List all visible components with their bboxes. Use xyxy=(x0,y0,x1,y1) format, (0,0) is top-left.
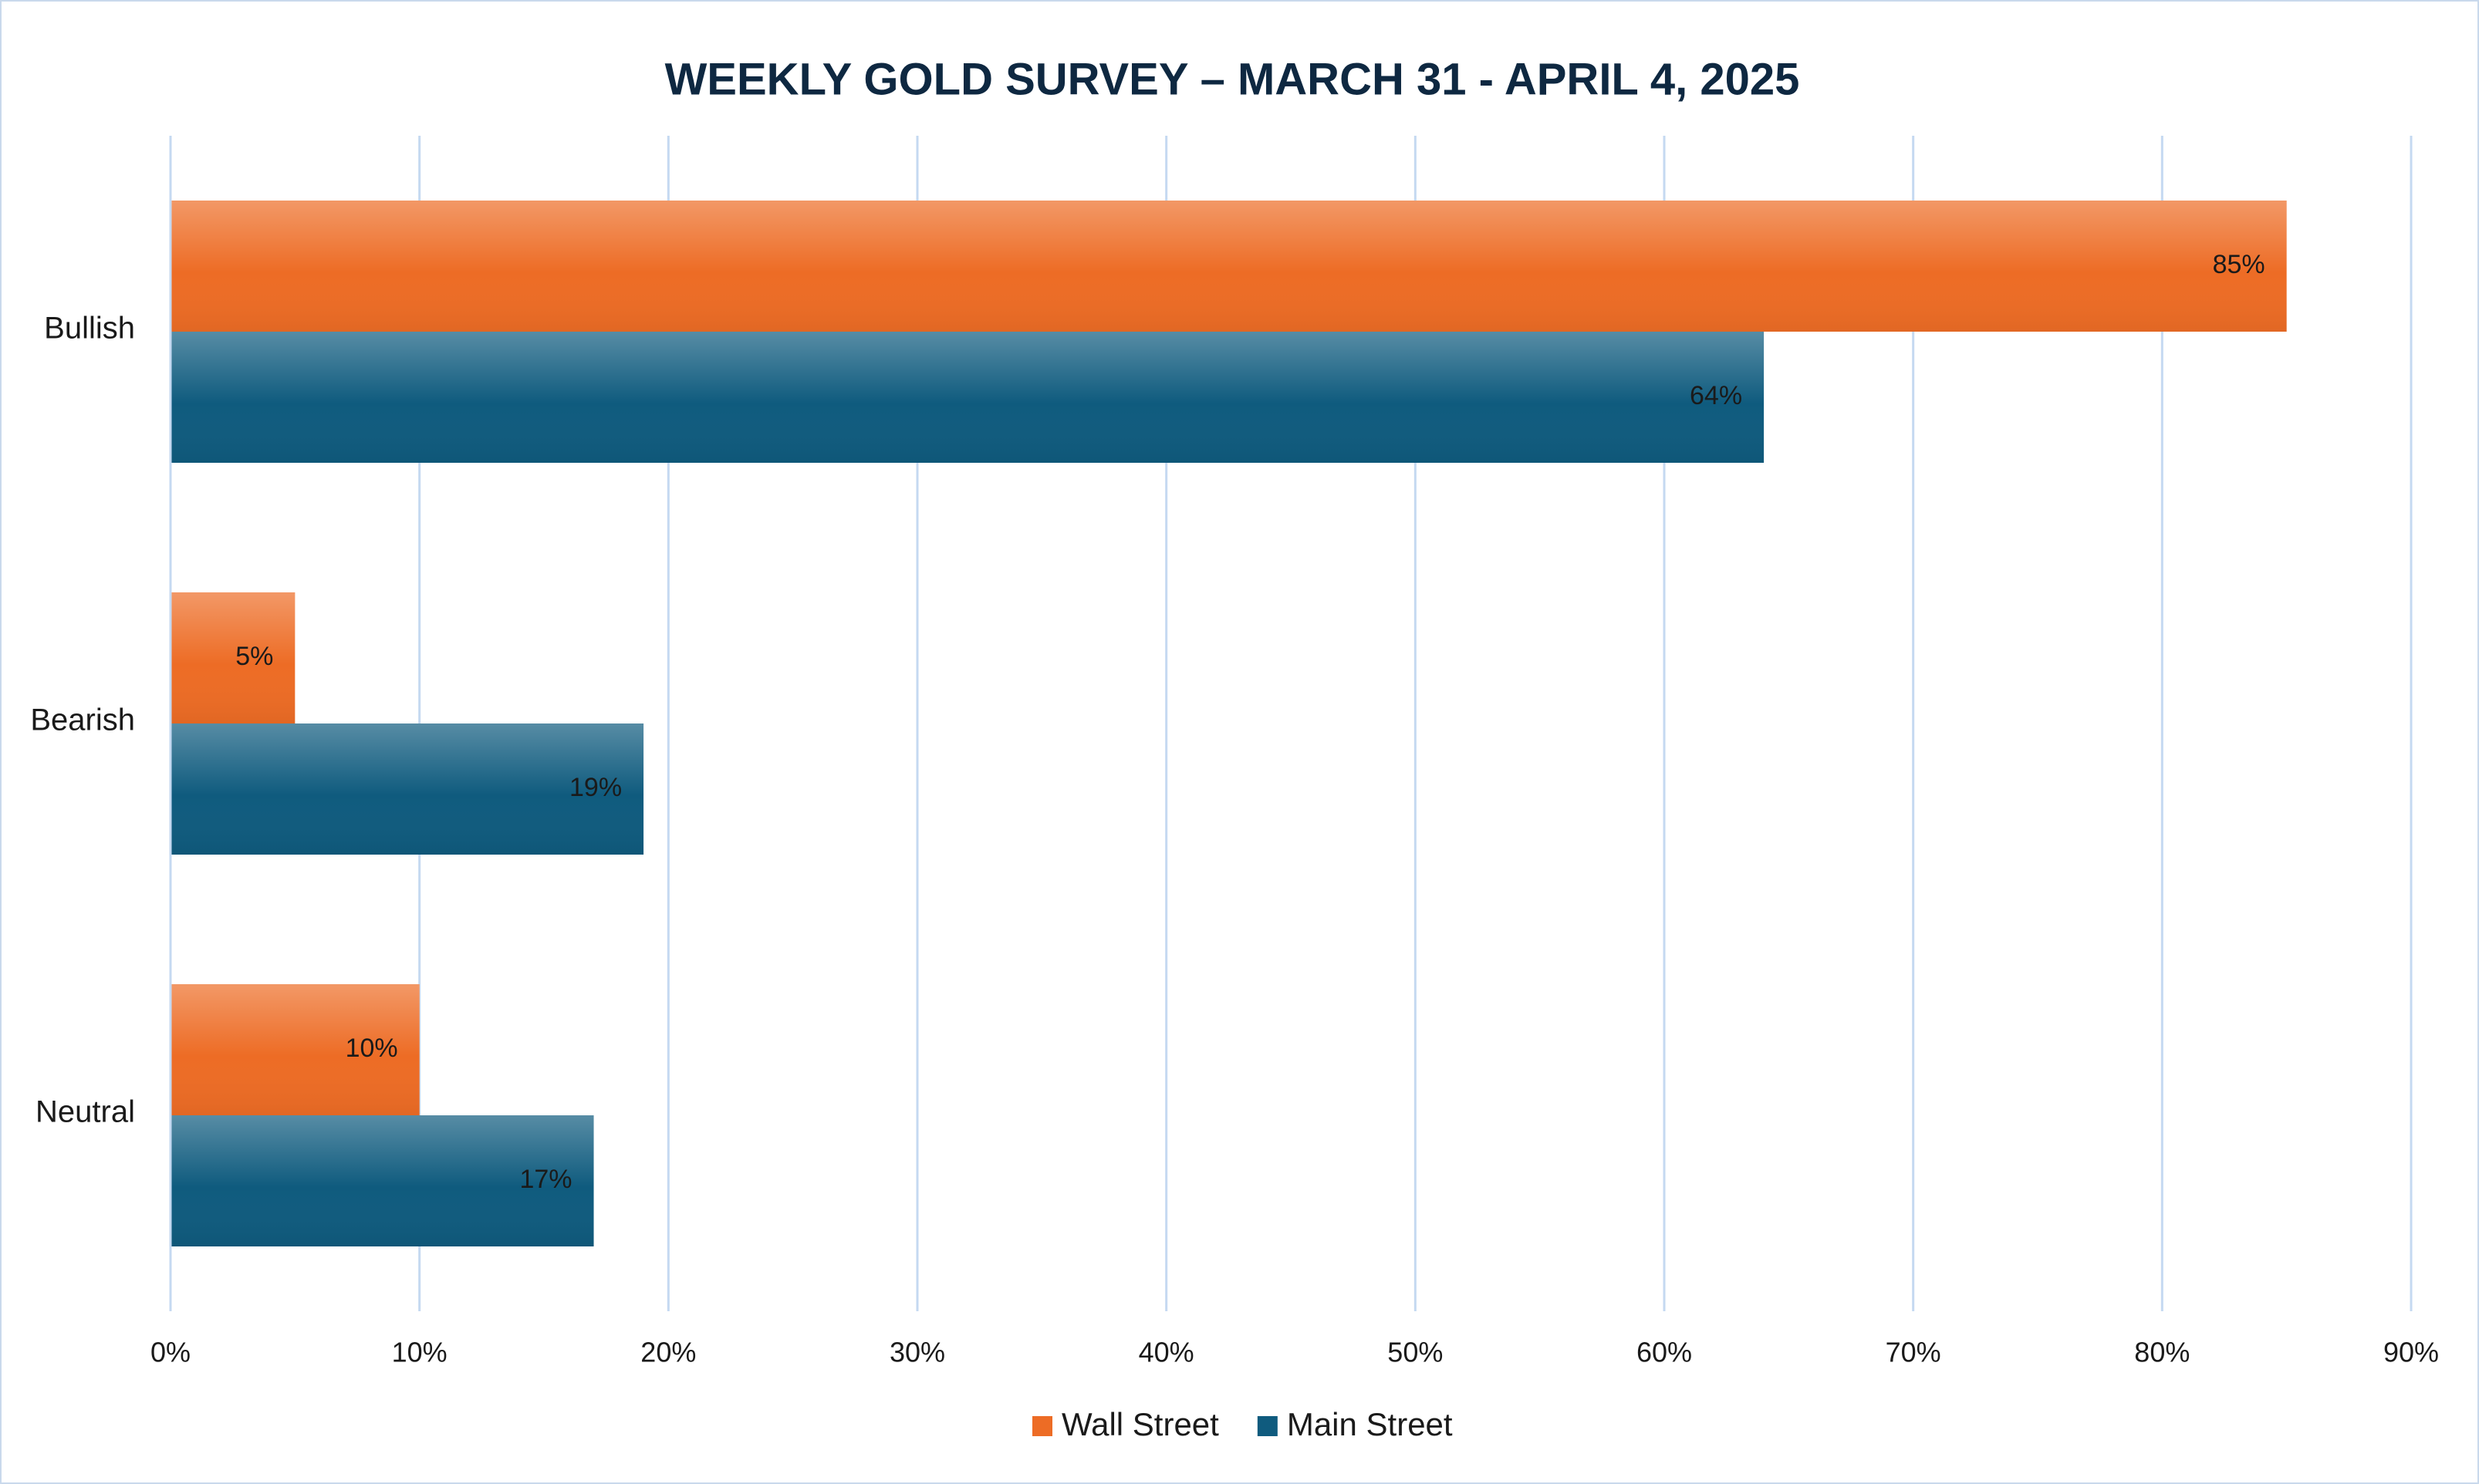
x-tick-label: 40% xyxy=(1139,1337,1194,1368)
data-label: 85% xyxy=(2213,250,2265,279)
data-label: 5% xyxy=(235,642,273,671)
legend-swatch xyxy=(1257,1416,1278,1436)
x-tick-label: 90% xyxy=(2383,1337,2439,1368)
data-label: 64% xyxy=(1690,381,1742,410)
legend-label: Wall Street xyxy=(1062,1406,1219,1442)
bar-shade xyxy=(171,1115,594,1246)
bar-shade xyxy=(171,984,420,1115)
y-tick-label: Neutral xyxy=(35,1095,135,1129)
bar-shade xyxy=(171,723,644,855)
bar-shade xyxy=(171,332,1765,463)
x-tick-label: 80% xyxy=(2134,1337,2190,1368)
y-tick-label: Bullish xyxy=(44,312,135,346)
x-tick-label: 50% xyxy=(1387,1337,1443,1368)
data-label: 19% xyxy=(569,773,622,802)
x-tick-label: 10% xyxy=(392,1337,448,1368)
bar-shade xyxy=(171,592,296,723)
y-tick-label: Bearish xyxy=(30,703,135,737)
chart-title: WEEKLY GOLD SURVEY – MARCH 31 - APRIL 4,… xyxy=(665,54,1800,104)
legend-swatch xyxy=(1032,1416,1052,1436)
data-label: 17% xyxy=(519,1165,572,1194)
x-tick-label: 60% xyxy=(1636,1337,1692,1368)
x-tick-label: 20% xyxy=(640,1337,696,1368)
bar-shade xyxy=(171,201,2287,332)
x-tick-label: 0% xyxy=(150,1337,191,1368)
x-tick-label: 70% xyxy=(1886,1337,1941,1368)
legend-label: Main Street xyxy=(1287,1406,1453,1442)
x-tick-label: 30% xyxy=(890,1337,945,1368)
data-label: 10% xyxy=(346,1034,398,1063)
